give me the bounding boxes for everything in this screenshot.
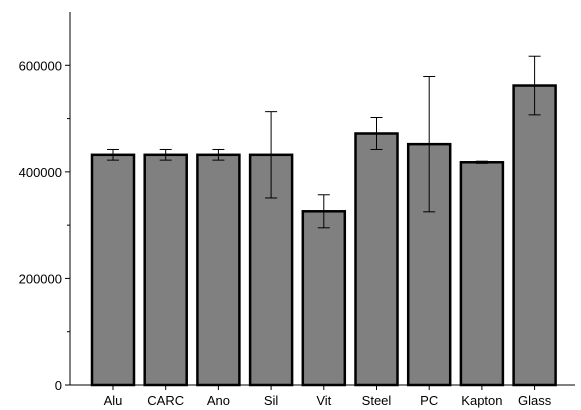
error-bar-ano xyxy=(212,148,225,161)
bar-ano xyxy=(196,153,241,387)
bar-carc xyxy=(143,153,188,387)
error-bar-kapton xyxy=(475,160,488,164)
error-bar-vit xyxy=(317,194,330,229)
x-tick-label-vit: Vit xyxy=(316,393,331,408)
y-tick-label: 0 xyxy=(55,378,62,393)
error-bar-glass xyxy=(528,55,541,116)
bars xyxy=(90,84,557,387)
bar-glass xyxy=(512,84,557,387)
tick-labels: 0 200000 400000 600000 Alu CARC Ano Sil Vit Steel… xyxy=(19,58,552,408)
y-tick-label: 200000 xyxy=(19,271,62,286)
x-tick-label-glass: Glass xyxy=(518,393,552,408)
x-tick-label-kapton: Kapton xyxy=(461,393,502,408)
y-tick-label: 400000 xyxy=(19,165,62,180)
x-tick-label-alu: Alu xyxy=(104,393,123,408)
x-tick-label-sil: Sil xyxy=(264,393,279,408)
error-bar-steel xyxy=(370,117,383,150)
error-bar-alu xyxy=(107,148,119,161)
x-tick-label-pc: PC xyxy=(420,393,438,408)
x-tick-label-ano: Ano xyxy=(207,393,230,408)
x-tick-label-carc: CARC xyxy=(147,393,184,408)
y-tick-label: 600000 xyxy=(19,58,62,73)
x-tick-label-steel: Steel xyxy=(362,393,392,408)
error-bar-pc xyxy=(423,75,436,213)
error-bars xyxy=(107,55,541,229)
bar-alu xyxy=(90,153,136,387)
bar-steel xyxy=(354,132,399,387)
error-bar-carc xyxy=(159,148,172,161)
error-bar-sil xyxy=(265,111,278,199)
bar-vit xyxy=(301,210,347,387)
bar-kapton xyxy=(459,161,505,387)
